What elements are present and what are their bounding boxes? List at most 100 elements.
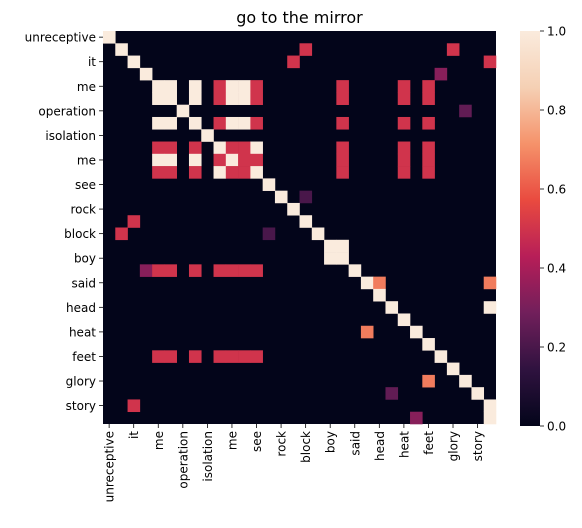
heatmap-cell: [397, 92, 411, 105]
heatmap-cell: [152, 116, 165, 130]
heatmap-cell: [422, 80, 435, 93]
heatmap-cells: [103, 31, 497, 425]
heatmap-cell: [238, 350, 251, 363]
heatmap-cell: [238, 92, 251, 105]
x-tick-label: said: [348, 431, 362, 456]
heatmap-cell: [422, 92, 435, 105]
heatmap-cell: [164, 350, 177, 363]
heatmap-cell: [164, 141, 177, 155]
colorbar: 0.0 0.2 0.4 0.6 0.8 1.0: [520, 25, 566, 434]
y-tick-label: isolation: [45, 129, 96, 143]
heatmap-cell: [225, 141, 239, 155]
heatmap-cell: [324, 239, 337, 253]
y-tick-label: it: [88, 55, 96, 69]
x-tick-label: it: [127, 431, 141, 439]
x-tick-label: see: [250, 431, 264, 452]
heatmap-cell: [446, 362, 460, 376]
heatmap-cell: [103, 31, 116, 44]
heatmap-cell: [250, 116, 263, 130]
heatmap-cell: [483, 411, 497, 425]
heatmap-cell: [287, 202, 300, 216]
heatmap-cell: [471, 387, 485, 400]
y-tick-label: block: [64, 227, 96, 241]
heatmap-cell: [213, 153, 227, 167]
heatmap-cell: [213, 264, 227, 277]
colorbar-tick-label: 0.0: [547, 420, 566, 434]
colorbar-tick-label: 0.2: [547, 341, 566, 355]
y-tick-label: boy: [74, 252, 96, 266]
heatmap-cell: [336, 116, 349, 130]
heatmap-cell: [188, 92, 202, 105]
heatmap-cell: [127, 399, 141, 413]
chart-title: go to the mirror: [236, 8, 363, 27]
y-tick-label: me: [77, 80, 96, 94]
colorbar-tick-label: 1.0: [547, 25, 566, 39]
heatmap-cell: [225, 264, 239, 277]
heatmap-cell: [139, 264, 153, 277]
heatmap-cell: [483, 276, 497, 290]
heatmap-cell: [262, 178, 276, 191]
heatmap-cell: [250, 264, 263, 277]
heatmap-cell: [127, 215, 141, 228]
y-tick-label: glory: [66, 375, 96, 389]
y-tick-label: operation: [38, 104, 96, 118]
heatmap-cell: [336, 92, 349, 105]
heatmap-cell: [299, 215, 313, 228]
heatmap-cell: [213, 92, 227, 105]
x-tick-label: isolation: [201, 431, 215, 482]
heatmap-cell: [238, 116, 251, 130]
x-tick-label: me: [225, 431, 239, 450]
heatmap-cell: [164, 116, 177, 130]
heatmap-cell: [360, 276, 374, 290]
heatmap-cell: [164, 153, 177, 167]
y-tick-label: heat: [69, 325, 96, 339]
colorbar-tick-label: 0.6: [547, 183, 566, 197]
heatmap-cell: [152, 92, 165, 105]
heatmap-cell: [152, 350, 165, 363]
colorbar-tick-label: 0.4: [547, 262, 566, 276]
heatmap-cell: [397, 116, 411, 130]
heatmap-cell: [225, 116, 239, 130]
heatmap-cell: [397, 166, 411, 179]
x-tick-label: unreceptive: [103, 431, 117, 502]
heatmap-cell: [336, 239, 349, 253]
heatmap-cell: [336, 153, 349, 167]
heatmap-cell: [422, 116, 435, 130]
x-tick-label: glory: [447, 431, 461, 461]
heatmap-cell: [459, 374, 472, 388]
heatmap-cell: [188, 264, 202, 277]
y-axis-tick-labels: unreceptive it me operation isolation me see ro…: [25, 31, 103, 413]
heatmap-cell: [360, 325, 374, 339]
heatmap-cell: [483, 55, 497, 69]
heatmap-cell: [434, 350, 448, 363]
y-tick-label: feet: [72, 350, 96, 364]
y-tick-label: rock: [70, 203, 96, 217]
heatmap-cell: [176, 104, 190, 118]
heatmap-cell: [250, 141, 263, 155]
heatmap-cell: [422, 141, 435, 155]
heatmap-cell: [188, 141, 202, 155]
heatmap-cell: [385, 387, 399, 400]
heatmap-cell: [188, 350, 202, 363]
heatmap-cell: [225, 350, 239, 363]
heatmap-cell: [238, 153, 251, 167]
heatmap-cell: [225, 153, 239, 167]
y-tick-label: me: [77, 153, 96, 167]
heatmap-cell: [422, 153, 435, 167]
y-tick-label: said: [71, 276, 96, 290]
heatmap-cell: [213, 141, 227, 155]
y-tick-label: story: [66, 399, 96, 413]
heatmap-cell: [225, 80, 239, 93]
heatmap-cell: [164, 264, 177, 277]
x-tick-label: block: [299, 431, 313, 463]
heatmap-cell: [446, 43, 460, 56]
heatmap-cell: [225, 166, 239, 179]
heatmap-cell: [152, 166, 165, 179]
heatmap-cell: [238, 80, 251, 93]
heatmap-cell: [213, 166, 227, 179]
heatmap-cell: [397, 313, 411, 327]
heatmap-cell: [422, 338, 435, 351]
heatmap-cell: [115, 43, 128, 56]
heatmap-cell: [274, 190, 288, 204]
